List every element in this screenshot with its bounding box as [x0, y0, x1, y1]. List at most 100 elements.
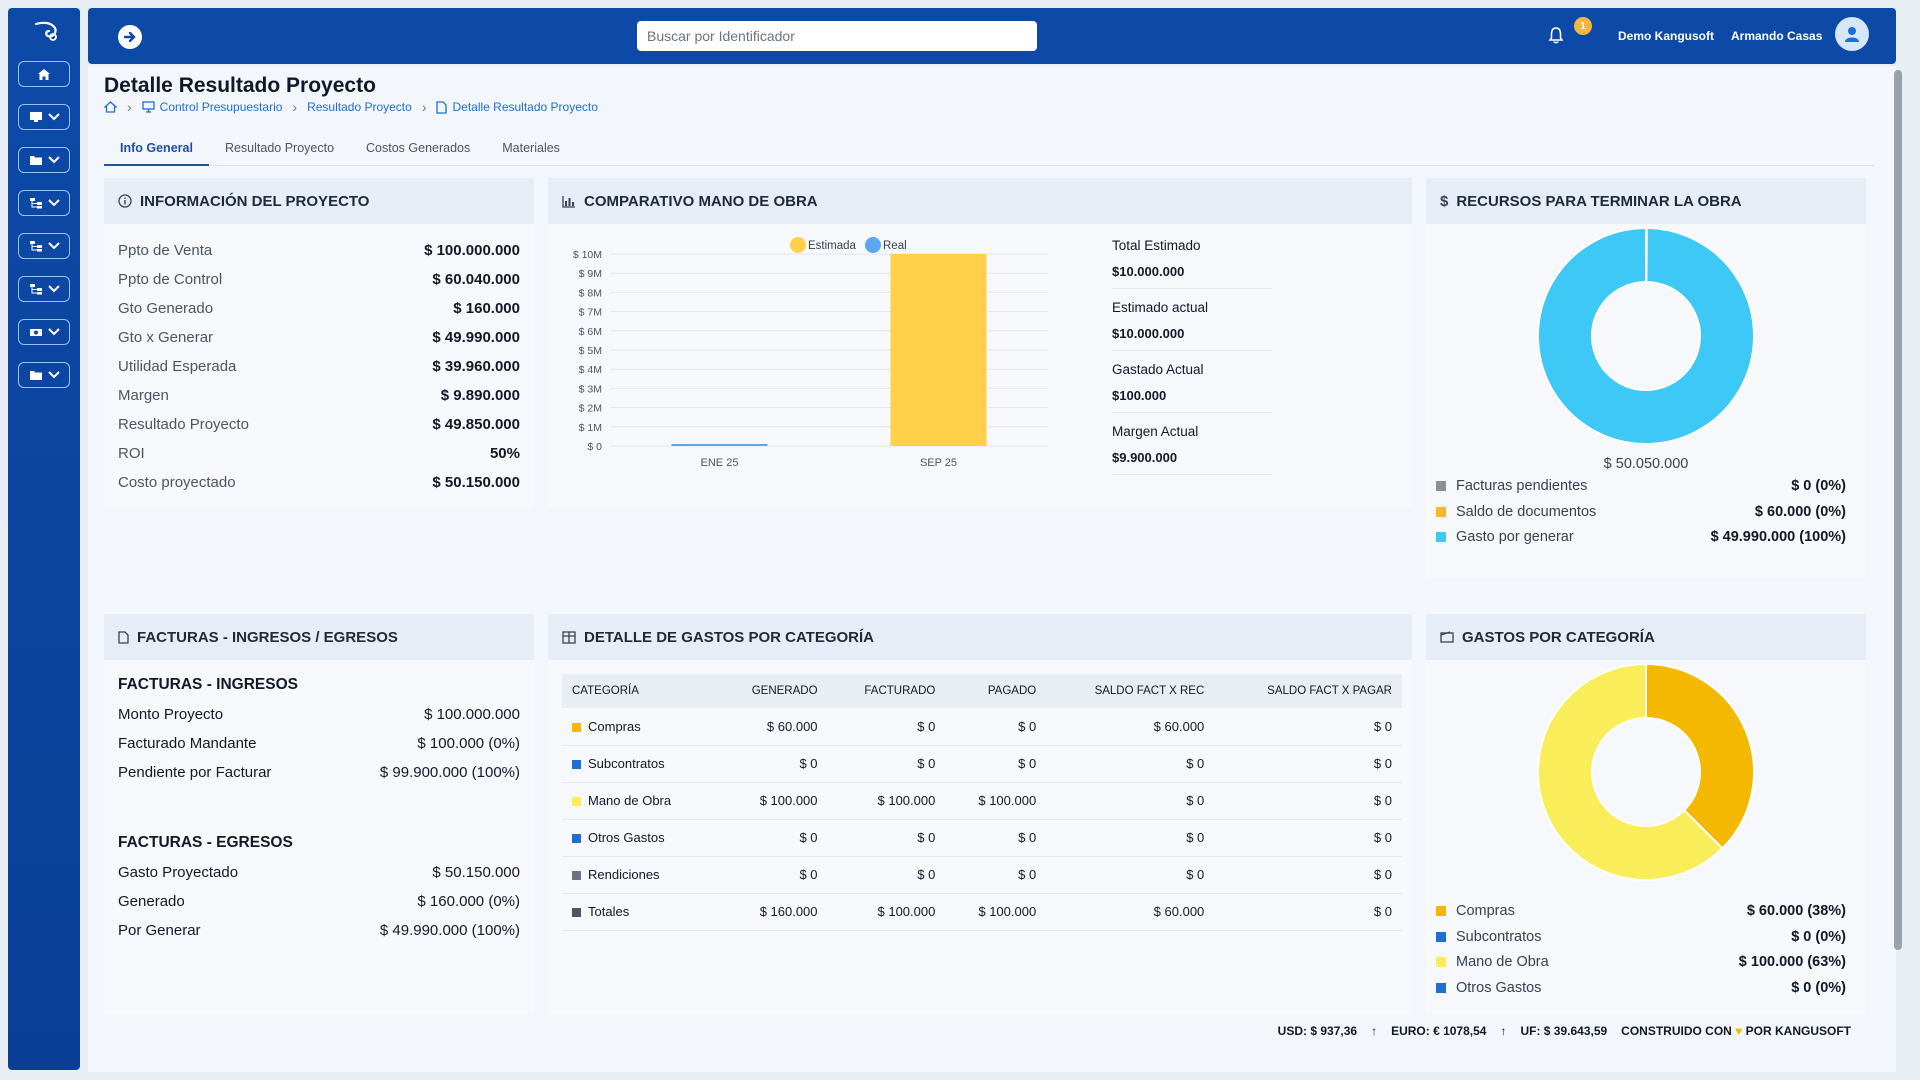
- info-value: $ 160.000: [453, 300, 520, 317]
- folder-icon: [29, 156, 42, 165]
- user-name[interactable]: Armando Casas: [1731, 29, 1823, 43]
- sidebar-monitor-menu[interactable]: [18, 104, 70, 130]
- legend-swatch: [1436, 532, 1446, 542]
- value-cell: $ 0: [945, 708, 1047, 746]
- tab-costos-generados[interactable]: Costos Generados: [366, 141, 471, 155]
- sidebar-home-button[interactable]: [18, 61, 70, 87]
- heart-icon: ♥: [1735, 1024, 1743, 1038]
- value-cell: $ 0: [1046, 745, 1215, 783]
- arrow-up-icon: ↑: [1371, 1024, 1378, 1038]
- column-header: FACTURADO: [827, 674, 946, 708]
- card-title: DETALLE DE GASTOS POR CATEGORÍA: [584, 628, 875, 646]
- card-header: COMPARATIVO MANO DE OBRA: [548, 178, 1412, 224]
- y-tick-label: $ 5M: [579, 345, 602, 357]
- table-row: Rendiciones $ 0 $ 0 $ 0 $ 0 $ 0: [562, 856, 1402, 894]
- chevron-down-icon: [47, 199, 60, 207]
- egreso-row: Generado $ 160.000 (0%): [118, 893, 520, 910]
- value-cell: $ 0: [1214, 745, 1402, 783]
- column-header: SALDO FACT X PAGAR: [1214, 674, 1402, 708]
- wallet-icon: [1440, 631, 1454, 643]
- value-cell: $ 0: [1046, 782, 1215, 820]
- vertical-scrollbar[interactable]: [1894, 70, 1902, 950]
- tab-resultado-proyecto[interactable]: Resultado Proyecto: [224, 141, 335, 155]
- card-title: GASTOS POR CATEGORÍA: [1462, 628, 1655, 646]
- stat-label: Gastado Actual: [1112, 362, 1204, 377]
- card-title: FACTURAS - INGRESOS / EGRESOS: [137, 628, 398, 646]
- gastos-donut-chart: [1537, 664, 1756, 881]
- stat-label: Total Estimado: [1112, 238, 1201, 253]
- legend-value: $ 60.000 (0%): [1754, 503, 1846, 520]
- category-name: Otros Gastos: [588, 830, 665, 845]
- legend-label: Otros Gastos: [1456, 979, 1542, 996]
- info-label: Ppto de Control: [118, 271, 223, 288]
- slice-mano-de-obra[interactable]: [1537, 664, 1724, 881]
- egreso-value: $ 50.150.000: [432, 864, 520, 881]
- legend-item[interactable]: Compras $ 60.000 (38%): [1436, 903, 1846, 919]
- card-header: DETALLE DE GASTOS POR CATEGORÍA: [548, 614, 1412, 660]
- legend-swatch: [1436, 957, 1446, 967]
- bell-icon[interactable]: [1548, 26, 1570, 48]
- slice-compras[interactable]: [1645, 664, 1756, 850]
- sidebar-sitemap-menu-2[interactable]: [18, 233, 70, 259]
- tab-materiales[interactable]: Materiales: [502, 141, 560, 155]
- search-input[interactable]: [637, 21, 1037, 51]
- value-cell: $ 100.000: [716, 782, 828, 820]
- value-cell: $ 0: [945, 819, 1047, 857]
- file-icon: [436, 100, 448, 114]
- ingreso-row: Facturado Mandante $ 100.000 (0%): [118, 735, 520, 752]
- info-label: ROI: [118, 445, 145, 462]
- info-label: Gto Generado: [118, 300, 214, 317]
- slice-gasto-por-generar[interactable]: [1537, 228, 1755, 445]
- value-cell: $ 100.000: [827, 782, 946, 820]
- legend-item[interactable]: Facturas pendientes $ 0 (0%): [1436, 478, 1846, 494]
- column-header: CATEGORÍA: [562, 674, 717, 708]
- sidebar: [8, 8, 80, 1070]
- legend-label[interactable]: Real: [883, 240, 907, 252]
- legend-item[interactable]: Otros Gastos $ 0 (0%): [1436, 980, 1846, 996]
- y-tick-label: $ 8M: [579, 287, 602, 299]
- company-name[interactable]: Demo Kangusoft: [1618, 29, 1714, 43]
- legend-marker: [790, 237, 806, 253]
- bar-real[interactable]: [671, 444, 768, 446]
- legend-item[interactable]: Subcontratos $ 0 (0%): [1436, 929, 1846, 945]
- legend-item[interactable]: Gasto por generar $ 49.990.000 (100%): [1436, 529, 1846, 545]
- legend-label[interactable]: Estimada: [808, 240, 857, 252]
- category-color-swatch: [572, 797, 581, 807]
- uf-rate: UF: $ 39.643,59: [1520, 1024, 1608, 1038]
- sidebar-money-menu[interactable]: [18, 319, 70, 345]
- footer: USD: $ 937,36 ↑ EURO: € 1078,54 ↑ UF: $ …: [1278, 1024, 1851, 1038]
- card-header: GASTOS POR CATEGORÍA: [1426, 614, 1866, 660]
- bar-estimada[interactable]: [890, 254, 987, 446]
- dollar-icon: $: [1440, 192, 1449, 210]
- sidebar-folder-menu-2[interactable]: [18, 362, 70, 388]
- breadcrumb-control-presupuestario[interactable]: Control Presupuestario: [142, 100, 282, 114]
- built-pre: CONSTRUIDO CON: [1621, 1024, 1732, 1038]
- y-tick-label: $ 6M: [579, 326, 602, 338]
- card-header: INFORMACIÓN DEL PROYECTO: [104, 178, 534, 224]
- topbar: 1 Demo Kangusoft Armando Casas: [88, 8, 1896, 64]
- sidebar-folder-menu[interactable]: [18, 147, 70, 173]
- info-label: Utilidad Esperada: [118, 358, 237, 375]
- value-cell: $ 60.000: [1046, 708, 1215, 746]
- category-cell: Totales: [562, 893, 717, 931]
- chevron-down-icon: [47, 285, 60, 293]
- monitor-icon: [142, 101, 155, 113]
- ingreso-value: $ 100.000.000: [424, 706, 520, 723]
- sidebar-sitemap-menu[interactable]: [18, 190, 70, 216]
- chevron-down-icon: [47, 113, 60, 121]
- tab-info-general[interactable]: Info General: [104, 134, 209, 166]
- gastos-categoria-card: GASTOS POR CATEGORÍA Compras $ 60.000 (38…: [1426, 614, 1866, 1014]
- breadcrumb-resultado-proyecto[interactable]: Resultado Proyecto: [307, 100, 412, 114]
- sidebar-sitemap-menu-3[interactable]: [18, 276, 70, 302]
- breadcrumb-home[interactable]: [104, 101, 117, 113]
- avatar[interactable]: [1835, 17, 1869, 51]
- value-cell: $ 0: [827, 856, 946, 894]
- breadcrumb-detalle: Detalle Resultado Proyecto: [436, 100, 598, 114]
- user-icon: [1845, 27, 1859, 42]
- arrow-right-circle-icon[interactable]: [118, 25, 142, 49]
- legend-item[interactable]: Mano de Obra $ 100.000 (63%): [1436, 954, 1846, 970]
- comparativo-card: COMPARATIVO MANO DE OBRA $ 0 $ 1M $ 2M $ 3M…: [548, 178, 1412, 508]
- legend-item[interactable]: Saldo de documentos $ 60.000 (0%): [1436, 504, 1846, 520]
- value-cell: $ 60.000: [716, 708, 828, 746]
- euro-rate: EURO: € 1078,54: [1391, 1024, 1487, 1038]
